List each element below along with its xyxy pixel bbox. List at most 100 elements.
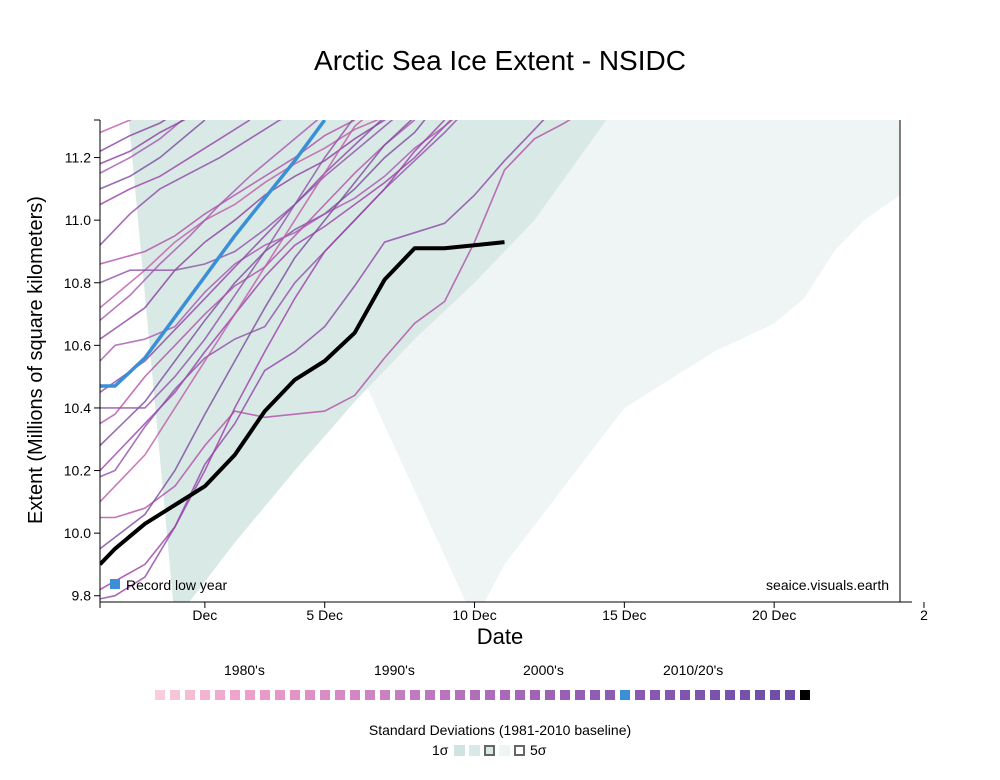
source-note: seaice.visuals.earth: [766, 577, 889, 593]
chart-title: Arctic Sea Ice Extent - NSIDC: [314, 45, 686, 76]
history-year-line: [100, 120, 380, 309]
year-color-swatch: [650, 690, 660, 700]
decade-label-2010s: 2010/20's: [663, 662, 724, 678]
year-color-swatch: [380, 690, 390, 700]
year-color-swatch: [725, 690, 735, 700]
year-color-swatch: [710, 690, 720, 700]
x-axis-label: Date: [477, 624, 523, 649]
year-color-swatch: [350, 690, 360, 700]
history-year-line: [100, 120, 319, 321]
year-color-swatch: [260, 690, 270, 700]
history-year-line: [100, 120, 387, 340]
current-year-line: [100, 240, 505, 566]
x-tick-label: 15 Dec: [602, 607, 646, 623]
x-tick-label: 10 Dec: [452, 607, 496, 623]
history-year-line: [100, 120, 426, 447]
y-tick-label: 10.8: [64, 275, 91, 291]
record-low-swatch: [110, 579, 120, 589]
y-tick-label: 10.4: [64, 400, 91, 416]
plot-area: 9.8 10.0 10.2 10.4 10.6 10.8 11.0 11.2 Dec 5 Dec 1…: [64, 119, 928, 623]
decade-label-2000s: 2000's: [523, 662, 564, 678]
year-color-swatch: [545, 690, 555, 700]
history-year-line: [100, 120, 251, 206]
record-low-legend: Record low year: [110, 577, 227, 593]
year-color-swatch: [200, 690, 210, 700]
year-color-swatch: [665, 690, 675, 700]
history-year-line: [100, 120, 413, 550]
year-color-swatch: [290, 690, 300, 700]
x-tick-label: 20 Dec: [752, 607, 796, 623]
y-tick-label: 10.2: [64, 463, 91, 479]
year-color-swatch: [605, 690, 615, 700]
year-color-swatch: [575, 690, 585, 700]
y-tick-label: 11.0: [65, 212, 91, 228]
year-color-swatch: [275, 690, 285, 700]
year-color-swatch: [440, 690, 450, 700]
year-color-swatch: [470, 690, 480, 700]
year-color-swatch: [365, 690, 375, 700]
sd-swatch-2: [469, 745, 480, 756]
x-tick-label: 5 Dec: [306, 607, 343, 623]
year-color-swatch: [410, 690, 420, 700]
year-color-swatch: [620, 690, 630, 700]
history-year-line: [100, 120, 545, 600]
year-color-swatch: [455, 690, 465, 700]
y-tick-label: 11.2: [65, 150, 91, 166]
history-year-line: [100, 120, 452, 472]
year-color-swatch: [395, 690, 405, 700]
history-year-line: [100, 120, 571, 519]
history-year-line: [100, 120, 394, 284]
year-color-swatch: [305, 690, 315, 700]
y-tick-label: 10.6: [64, 337, 91, 353]
x-tick-label: Dec: [192, 607, 217, 623]
year-color-swatch: [500, 690, 510, 700]
sd-high-label: 5σ: [530, 742, 547, 758]
history-year-line: [100, 120, 133, 134]
history-year-line: [100, 120, 354, 409]
year-color-swatch: [800, 690, 810, 700]
history-year-line: [100, 120, 206, 190]
year-color-swatch: [530, 690, 540, 700]
year-color-swatch: [155, 690, 165, 700]
year-color-swatch: [635, 690, 645, 700]
history-year-line: [100, 120, 356, 265]
history-year-line: [100, 120, 364, 503]
sd-band-1sigma: [128, 120, 607, 602]
year-color-swatch: [230, 690, 240, 700]
year-color-swatch: [695, 690, 705, 700]
year-color-swatch: [515, 690, 525, 700]
decade-label-1980s: 1980's: [224, 662, 265, 678]
year-color-swatch: [680, 690, 690, 700]
decade-label-1990s: 1990's: [374, 662, 415, 678]
sd-swatch-4: [499, 745, 510, 756]
history-year-line: [100, 120, 458, 478]
history-year-line: [100, 120, 167, 153]
history-year-line: [100, 120, 454, 362]
y-tick-label: 9.8: [72, 588, 92, 604]
year-color-swatch: [425, 690, 435, 700]
year-color-swatch: [590, 690, 600, 700]
year-color-swatch: [170, 690, 180, 700]
sd-swatch-1: [454, 745, 465, 756]
record-low-line: [100, 120, 327, 388]
year-color-swatch: [335, 690, 345, 700]
year-color-swatch: [755, 690, 765, 700]
history-year-line: [100, 120, 186, 165]
y-axis-label: Extent (Millions of square kilometers): [25, 196, 47, 524]
sd-legend-title: Standard Deviations (1981-2010 baseline): [368, 722, 632, 738]
year-color-swatch: [320, 690, 330, 700]
year-color-swatch: [185, 690, 195, 700]
sd-swatch-3: [484, 745, 495, 756]
year-color-swatch: [245, 690, 255, 700]
history-year-line: [100, 120, 446, 591]
x-tick-label: 2: [920, 607, 928, 623]
history-year-line: [100, 120, 282, 246]
plot-clip-group: [100, 120, 900, 602]
year-color-swatch: [215, 690, 225, 700]
record-low-label: Record low year: [126, 577, 227, 593]
year-color-swatch: [785, 690, 795, 700]
year-color-swatch: [485, 690, 495, 700]
year-color-swatch: [770, 690, 780, 700]
sd-swatch-5: [514, 745, 525, 756]
